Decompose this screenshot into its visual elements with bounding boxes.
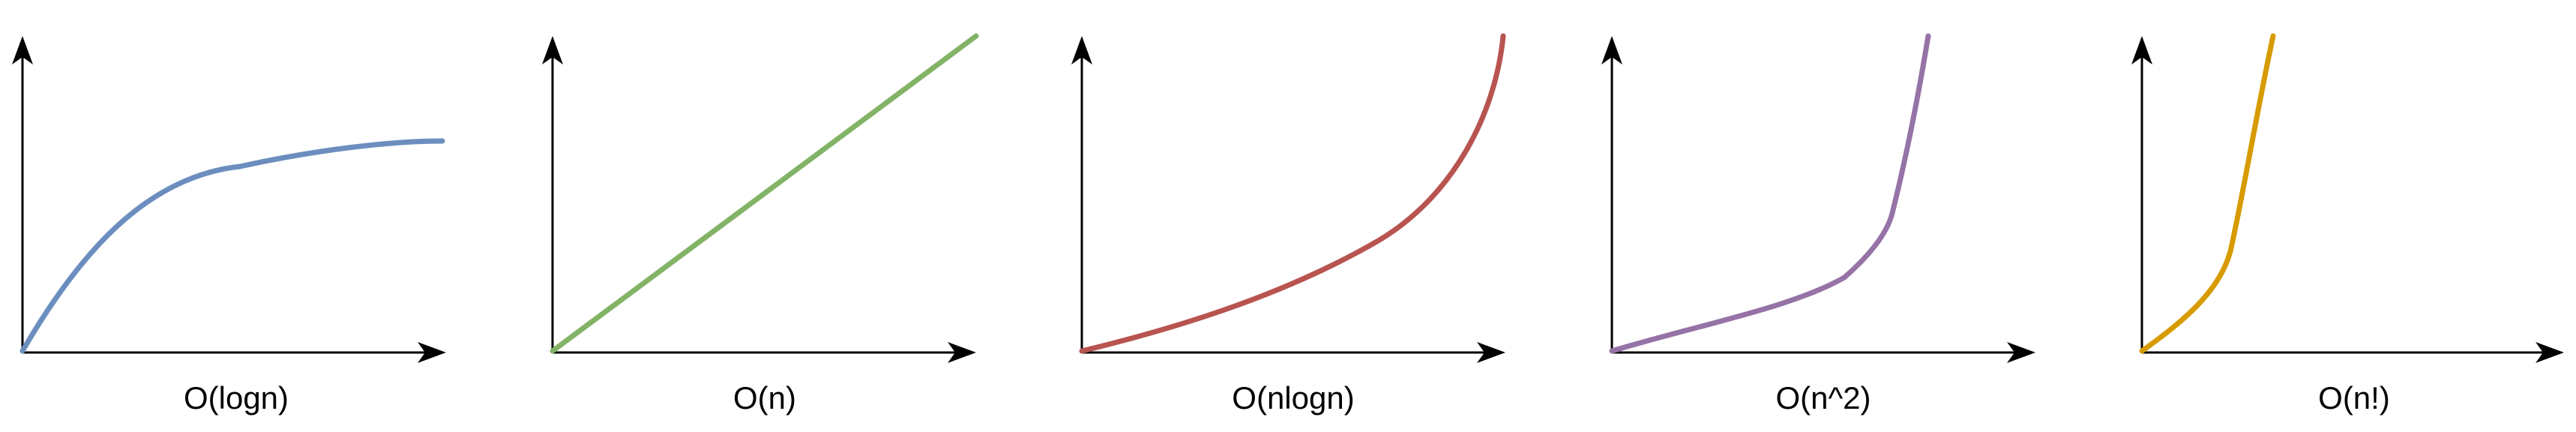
panel-label: O(n!) (2318, 380, 2390, 416)
y-axis-arrow (1071, 36, 1092, 64)
panel-label: O(n^2) (1775, 380, 1871, 416)
y-axis-arrow (1601, 36, 1622, 64)
x-axis-arrow (2007, 342, 2035, 363)
panel-label: O(n) (733, 380, 796, 416)
panel-label: O(nlogn) (1232, 380, 1354, 416)
curve-n (550, 33, 979, 354)
panel-nlogn: O(nlogn) (1071, 33, 1506, 416)
curve-logn (19, 138, 445, 354)
panel-n-factorial: O(n!) (2131, 33, 2564, 416)
x-axis-arrow (948, 342, 976, 363)
panel-n-squared: O(n^2) (1601, 33, 2035, 416)
y-axis-arrow (542, 36, 563, 64)
y-axis-arrow (12, 36, 33, 64)
curve-nlogn (1079, 33, 1506, 354)
x-axis-arrow (2536, 342, 2564, 363)
y-axis-arrow (2131, 36, 2152, 64)
panel-n: O(n) (542, 33, 979, 416)
panel-label: O(logn) (184, 380, 289, 416)
x-axis-arrow (418, 342, 446, 363)
x-axis-arrow (1477, 342, 1505, 363)
curve-n-squared (1609, 33, 1931, 354)
curve-n-factorial (2139, 33, 2276, 354)
panel-logn: O(logn) (12, 36, 446, 416)
